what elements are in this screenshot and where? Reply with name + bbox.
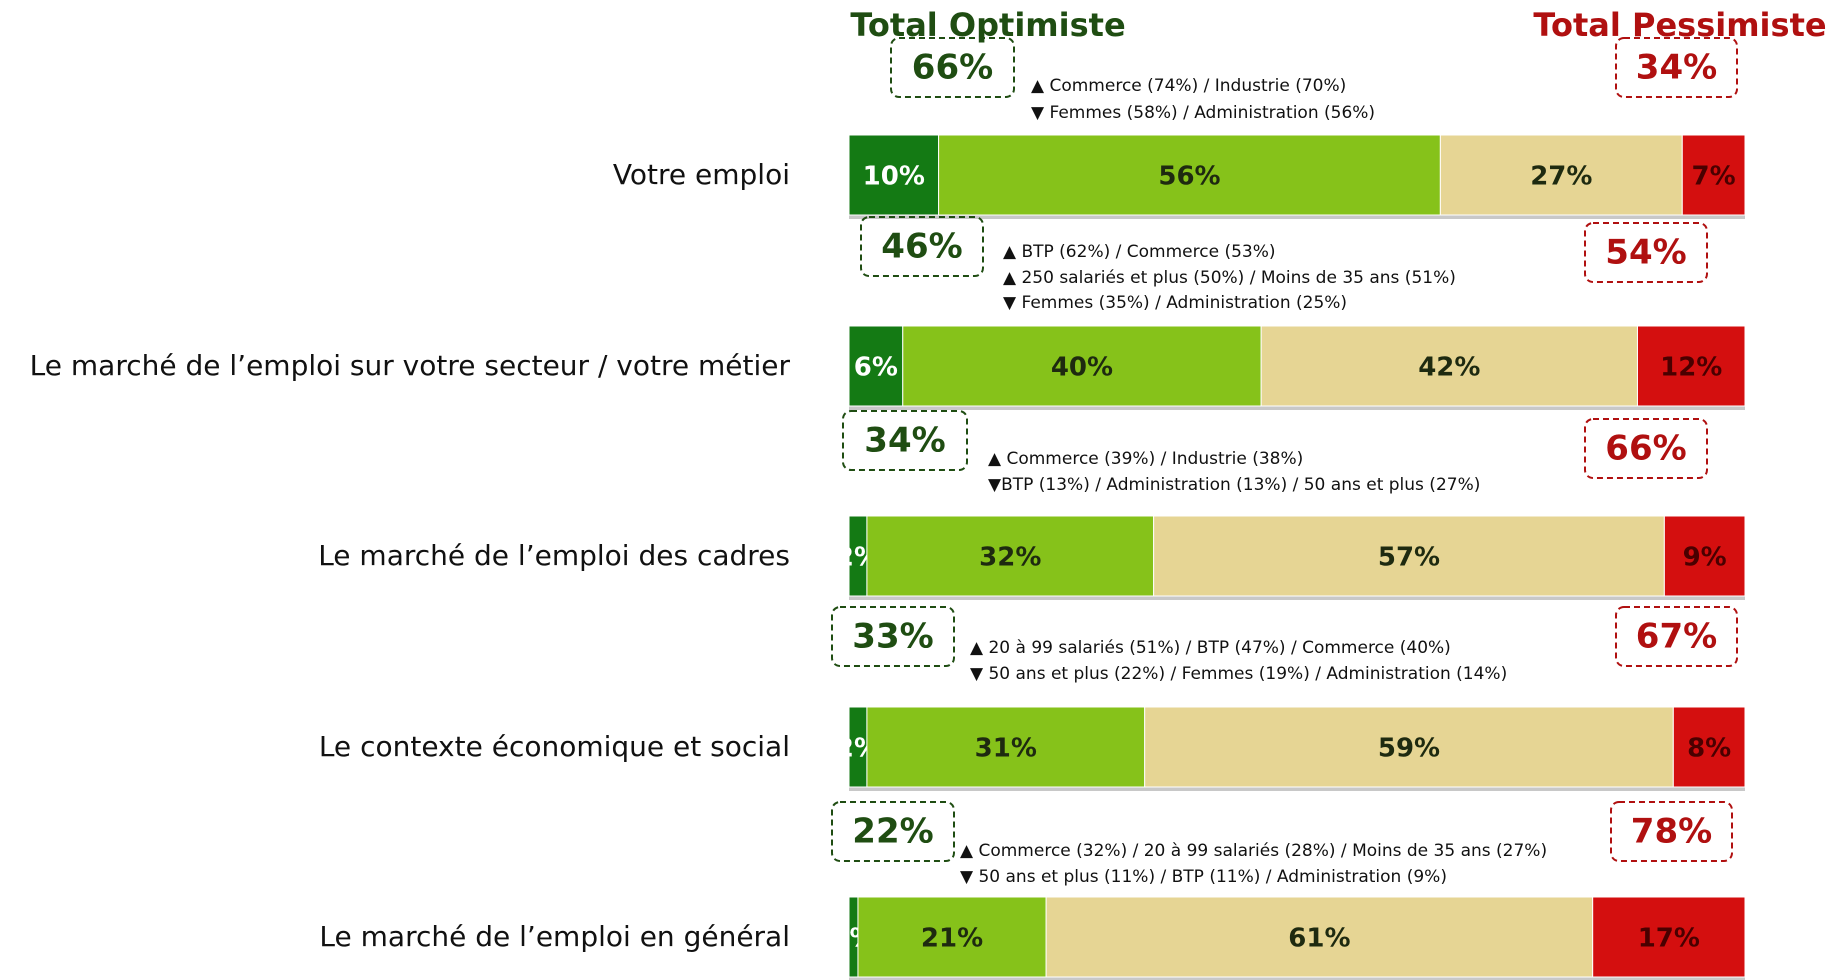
total-box xyxy=(860,216,984,277)
bar-segment xyxy=(902,325,1262,407)
total-label: 67% xyxy=(1636,617,1717,657)
bar-segment xyxy=(1144,706,1674,788)
segment-label: 6% xyxy=(854,353,898,383)
bar-segment xyxy=(1153,515,1665,597)
bar-shadow xyxy=(849,406,1745,410)
segment-label: 32% xyxy=(979,543,1041,573)
total-box xyxy=(1615,606,1738,667)
note: ▲ Commerce (39%) / Industrie (38%) xyxy=(988,449,1303,469)
bar-segment xyxy=(1592,896,1746,978)
bar-segment xyxy=(848,325,904,407)
total-box xyxy=(1584,418,1708,479)
total-label: 22% xyxy=(852,812,933,852)
category-label: Le marché de l’emploi des cadres xyxy=(318,539,790,572)
category-label: Le marché de l’emploi sur votre secteur … xyxy=(29,349,790,382)
segment-label: 61% xyxy=(1288,924,1350,954)
total-label: 54% xyxy=(1605,233,1686,273)
segment-label: 12% xyxy=(1660,353,1722,383)
bar-segment xyxy=(938,134,1441,216)
segment-label: 40% xyxy=(1051,353,1113,383)
total-box xyxy=(842,410,968,471)
total-box xyxy=(831,606,955,667)
optimiste-title: Total Optimiste xyxy=(850,6,1125,44)
total-label: 34% xyxy=(864,421,945,461)
total-label: 34% xyxy=(1636,48,1717,88)
segment-label: 9% xyxy=(1683,543,1727,573)
note: ▲ 250 salariés et plus (50%) / Moins de … xyxy=(1003,268,1456,288)
bar-segment xyxy=(1439,134,1683,216)
total-label: 66% xyxy=(912,48,993,88)
segment-label: 57% xyxy=(1378,543,1440,573)
total-label: 46% xyxy=(881,227,962,267)
note: ▼ Femmes (58%) / Administration (56%) xyxy=(1031,103,1375,123)
segment-label: 17% xyxy=(1638,924,1700,954)
total-label: 66% xyxy=(1605,429,1686,469)
segment-label: 31% xyxy=(975,734,1037,764)
category-label: Le marché de l’emploi en général xyxy=(319,920,790,953)
segment-label: 42% xyxy=(1418,353,1480,383)
total-box xyxy=(1610,801,1733,862)
bar-segment xyxy=(1260,325,1638,407)
note: ▼ 50 ans et plus (22%) / Femmes (19%) / … xyxy=(970,664,1507,684)
bar-segment xyxy=(1636,325,1746,407)
total-box xyxy=(831,801,955,862)
total-box xyxy=(1615,37,1738,98)
segment-label: 21% xyxy=(921,924,983,954)
note: ▼ 50 ans et plus (11%) / BTP (11%) / Adm… xyxy=(960,867,1447,887)
note: ▲ Commerce (32%) / 20 à 99 salariés (28%… xyxy=(960,841,1547,861)
total-box xyxy=(1584,222,1708,283)
segment-label: 10% xyxy=(863,162,925,192)
segment-label: 7% xyxy=(1692,162,1736,192)
bar-segment xyxy=(1672,706,1746,788)
segment-label: 27% xyxy=(1530,162,1592,192)
note: ▼ Femmes (35%) / Administration (25%) xyxy=(1003,293,1347,313)
total-label: 78% xyxy=(1631,812,1712,852)
category-label: Le contexte économique et social xyxy=(318,730,790,763)
category-label: Votre emploi xyxy=(612,158,790,191)
bar-segment xyxy=(1663,515,1746,597)
total-box xyxy=(890,37,1015,98)
bar-segment xyxy=(1681,134,1746,216)
bar-shadow xyxy=(849,787,1745,791)
note: ▲ BTP (62%) / Commerce (53%) xyxy=(1003,242,1276,262)
bar-segment xyxy=(848,134,940,216)
bar-shadow xyxy=(849,596,1745,600)
bar-shadow xyxy=(849,215,1745,219)
segment-label: 8% xyxy=(1687,734,1731,764)
bar-segment xyxy=(857,896,1047,978)
segment-label: 59% xyxy=(1378,734,1440,764)
note: ▲ Commerce (74%) / Industrie (70%) xyxy=(1031,76,1346,96)
bar-shadow xyxy=(849,977,1745,980)
total-label: 33% xyxy=(852,617,933,657)
bar-segment xyxy=(866,706,1146,788)
segment-label: 56% xyxy=(1158,162,1220,192)
note: ▲ 20 à 99 salariés (51%) / BTP (47%) / C… xyxy=(970,638,1451,658)
note: ▼BTP (13%) / Administration (13%) / 50 a… xyxy=(988,475,1480,495)
